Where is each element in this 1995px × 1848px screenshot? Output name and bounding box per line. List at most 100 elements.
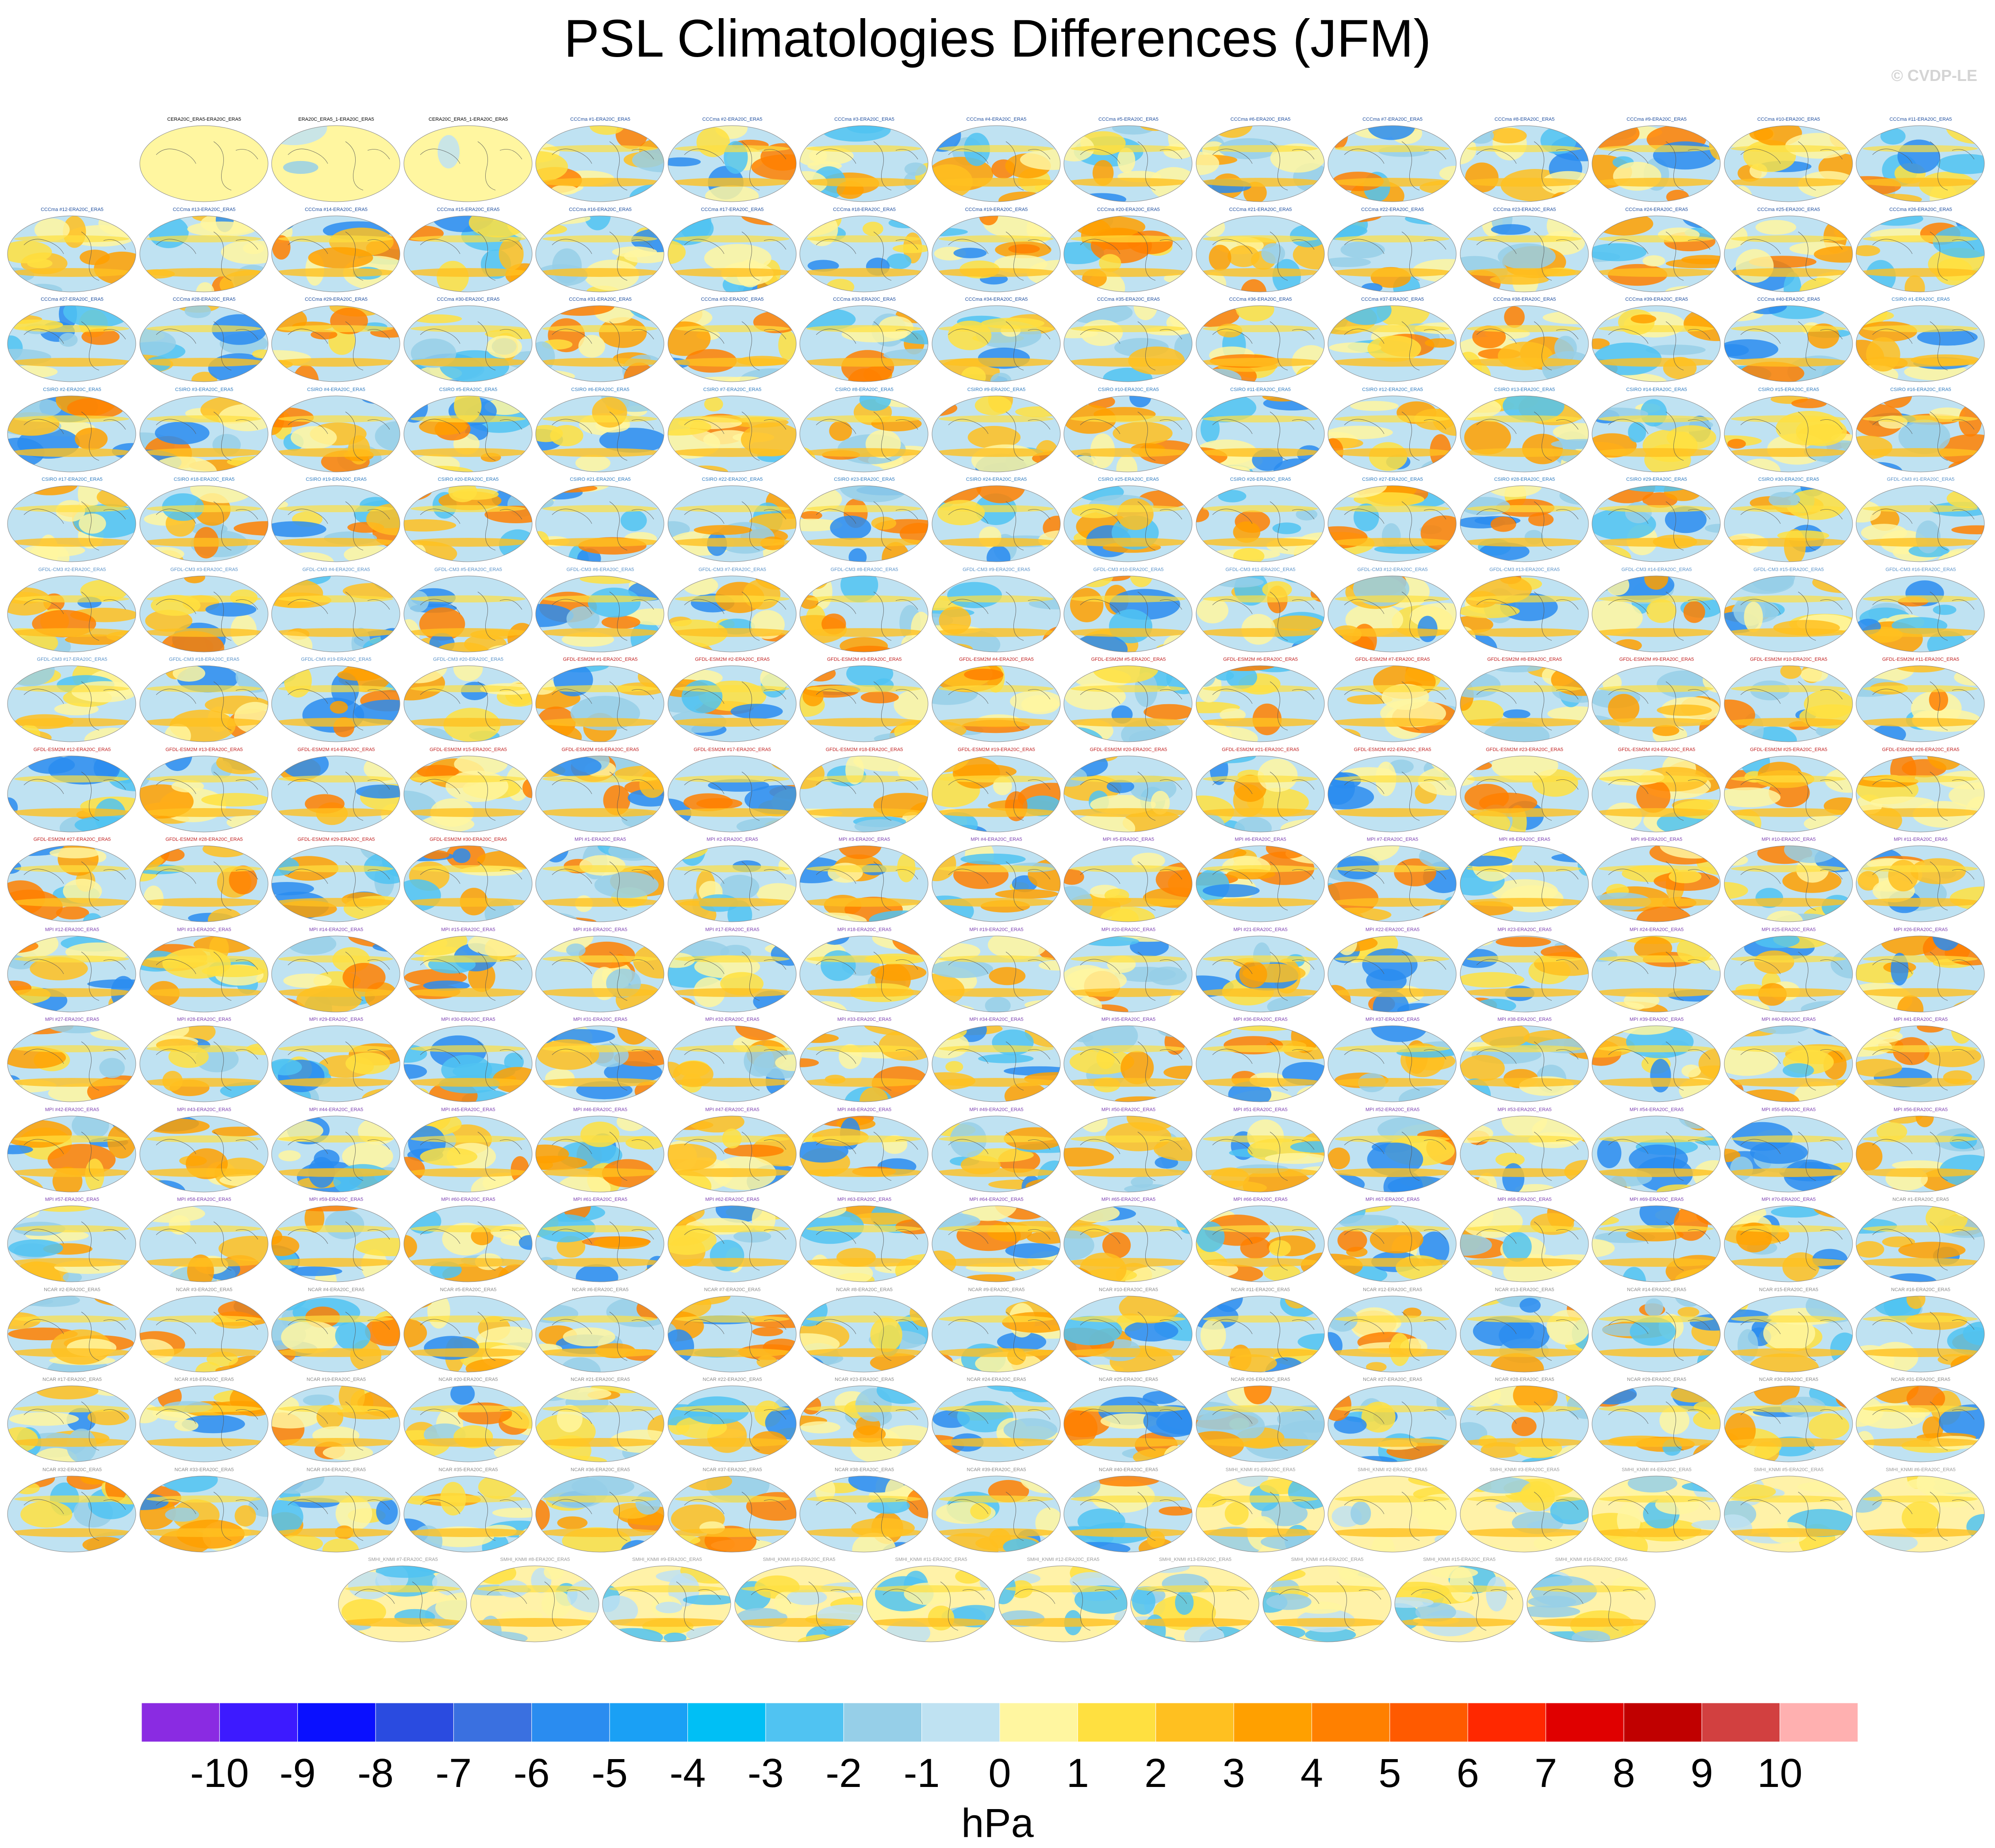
globe-map — [668, 215, 796, 292]
globe-map — [1856, 215, 1985, 292]
globe-map — [1724, 665, 1853, 742]
map-panel: CCCma #19-ERA20C_ERA5 — [931, 207, 1063, 294]
panel-title: CSIRO #4-ERA20C_ERA5 — [307, 387, 365, 392]
globe-map — [1460, 1116, 1588, 1192]
panel-title: GFDL-CM3 #14-ERA20C_ERA5 — [1621, 567, 1692, 572]
map-panel: CCCma #22-ERA20C_ERA5 — [1327, 207, 1458, 294]
globe-map — [271, 1296, 400, 1372]
panel-title: CCCma #34-ERA20C_ERA5 — [965, 297, 1028, 302]
panel-title: NCAR #39-ERA20C_ERA5 — [967, 1467, 1026, 1472]
globe-map — [7, 1476, 136, 1552]
globe-map — [1327, 485, 1457, 562]
panel-title: CSIRO #13-ERA20C_ERA5 — [1494, 387, 1555, 392]
panel-title: GFDL-ESM2M #11-ERA20C_ERA5 — [1882, 657, 1960, 662]
panel-title: GFDL-CM3 #1-ERA20C_ERA5 — [1887, 477, 1955, 482]
globe-map — [799, 305, 928, 382]
map-panel: MPI #67-ERA20C_ERA5 — [1327, 1197, 1458, 1284]
map-panel: MPI #4-ERA20C_ERA5 — [931, 837, 1063, 924]
globe-map — [668, 485, 796, 562]
map-panel: MPI #57-ERA20C_ERA5 — [6, 1197, 138, 1284]
panel-title: GFDL-CM3 #9-ERA20C_ERA5 — [963, 567, 1030, 572]
panel-title: MPI #12-ERA20C_ERA5 — [45, 927, 100, 932]
panel-title: CSIRO #5-ERA20C_ERA5 — [439, 387, 498, 392]
panel-title: CCCma #36-ERA20C_ERA5 — [1229, 297, 1292, 302]
map-panel: GFDL-CM3 #15-ERA20C_ERA5 — [1723, 567, 1855, 654]
globe-map — [7, 215, 136, 292]
globe-map — [799, 1296, 928, 1372]
globe-map — [668, 1476, 796, 1552]
globe-map — [1063, 1296, 1193, 1372]
panel-title: CCCma #38-ERA20C_ERA5 — [1493, 297, 1556, 302]
map-panel: GFDL-ESM2M #20-ERA20C_ERA5 — [1063, 747, 1194, 834]
map-panel: NCAR #26-ERA20C_ERA5 — [1195, 1377, 1327, 1464]
panel-title: GFDL-ESM2M #10-ERA20C_ERA5 — [1750, 657, 1827, 662]
globe-map — [799, 1205, 928, 1282]
globe-map — [1592, 1205, 1721, 1282]
globe-map — [1856, 1296, 1985, 1372]
globe-map — [799, 845, 928, 922]
map-panel: MPI #56-ERA20C_ERA5 — [1855, 1107, 1987, 1194]
globe-map — [1592, 305, 1721, 382]
panel-title: ERA20C_ERA5_1-ERA20C_ERA5 — [298, 117, 374, 122]
map-panel: MPI #42-ERA20C_ERA5 — [6, 1107, 138, 1194]
panel-title: MPI #60-ERA20C_ERA5 — [441, 1197, 495, 1202]
panel-title: MPI #67-ERA20C_ERA5 — [1365, 1197, 1420, 1202]
panel-title: GFDL-ESM2M #17-ERA20C_ERA5 — [694, 747, 771, 752]
panel-title: GFDL-ESM2M #19-ERA20C_ERA5 — [958, 747, 1035, 752]
globe-map — [1856, 936, 1985, 1012]
map-panel: CCCma #24-ERA20C_ERA5 — [1591, 207, 1723, 294]
panel-title: MPI #29-ERA20C_ERA5 — [309, 1017, 364, 1022]
globe-map — [1460, 485, 1588, 562]
colorbar-tick-label: 10 — [1757, 1751, 1802, 1796]
globe-map — [1063, 305, 1193, 382]
panel-title: SMHI_KNMI #2-ERA20C_ERA5 — [1358, 1467, 1427, 1472]
map-panel: GFDL-ESM2M #19-ERA20C_ERA5 — [931, 747, 1063, 834]
panel-title: SMHI_KNMI #11-ERA20C_ERA5 — [895, 1557, 967, 1562]
map-panel: SMHI_KNMI #10-ERA20C_ERA5 — [733, 1557, 865, 1644]
panel-title: MPI #42-ERA20C_ERA5 — [45, 1107, 100, 1112]
panel-title: NCAR #27-ERA20C_ERA5 — [1363, 1377, 1422, 1382]
panel-title: MPI #18-ERA20C_ERA5 — [837, 927, 892, 932]
panel-title: GFDL-ESM2M #14-ERA20C_ERA5 — [297, 747, 375, 752]
globe-map — [139, 575, 268, 652]
globe-map — [470, 1565, 599, 1642]
globe-map — [139, 936, 268, 1012]
globe-map — [403, 215, 532, 292]
panel-title: NCAR #19-ERA20C_ERA5 — [307, 1377, 366, 1382]
globe-map — [1063, 1385, 1193, 1462]
globe-map — [7, 1385, 136, 1462]
panel-title: GFDL-ESM2M #6-ERA20C_ERA5 — [1223, 657, 1298, 662]
globe-map — [535, 125, 664, 202]
globe-map — [1592, 755, 1721, 832]
globe-map — [1724, 755, 1853, 832]
panel-title: MPI #6-ERA20C_ERA5 — [1235, 837, 1286, 842]
panel-title: CSIRO #19-ERA20C_ERA5 — [306, 477, 367, 482]
map-panel: MPI #70-ERA20C_ERA5 — [1723, 1197, 1855, 1284]
globe-map — [1327, 755, 1457, 832]
globe-map — [1856, 485, 1985, 562]
map-panel: GFDL-ESM2M #22-ERA20C_ERA5 — [1327, 747, 1458, 834]
globe-map — [1724, 1385, 1853, 1462]
map-panel: NCAR #16-ERA20C_ERA5 — [1855, 1287, 1987, 1374]
globe-map — [139, 1025, 268, 1102]
map-panel: GFDL-CM3 #17-ERA20C_ERA5 — [6, 657, 138, 744]
globe-map — [1724, 575, 1853, 652]
panel-title: GFDL-CM3 #20-ERA20C_ERA5 — [433, 657, 503, 662]
map-panel: CCCma #1-ERA20C_ERA5 — [534, 117, 666, 203]
colorbar-tick-label: -1 — [904, 1751, 940, 1796]
map-panel: CCCma #20-ERA20C_ERA5 — [1063, 207, 1194, 294]
panel-title: MPI #70-ERA20C_ERA5 — [1761, 1197, 1816, 1202]
map-panel: SMHI_KNMI #7-ERA20C_ERA5 — [337, 1557, 469, 1644]
globe-map — [1196, 1385, 1324, 1462]
panel-title: MPI #27-ERA20C_ERA5 — [45, 1017, 100, 1022]
colorbar-tick-label: 7 — [1535, 1751, 1557, 1796]
globe-map — [932, 665, 1060, 742]
panel-title: CSIRO #9-ERA20C_ERA5 — [967, 387, 1026, 392]
panel-title: MPI #52-ERA20C_ERA5 — [1365, 1107, 1420, 1112]
globe-map — [1130, 1565, 1259, 1642]
globe-map — [271, 395, 400, 472]
colorbar-tick-label: 8 — [1612, 1751, 1635, 1796]
panel-title: NCAR #16-ERA20C_ERA5 — [1891, 1287, 1950, 1292]
globe-map — [932, 485, 1060, 562]
map-panel: MPI #63-ERA20C_ERA5 — [798, 1197, 930, 1284]
